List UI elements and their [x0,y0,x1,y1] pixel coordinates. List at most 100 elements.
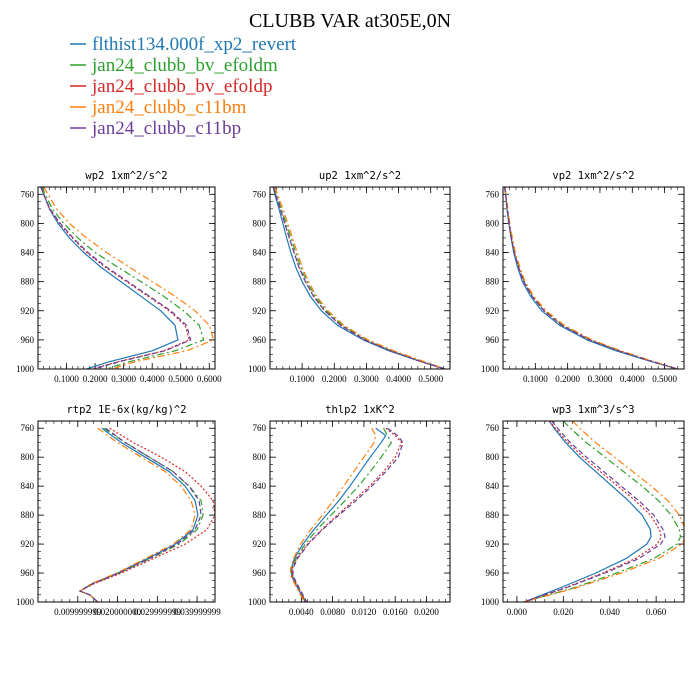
x-tick-label: 0.0120 [352,607,377,617]
x-tick-label: 0.3000 [588,374,613,384]
series-line [43,187,215,369]
series-group [272,187,446,369]
y-tick-label: 760 [486,423,500,433]
x-tick-label: 0.0080 [320,607,345,617]
panel-title: wp2 1xm^2/s^2 [85,170,167,182]
y-tick-label: 760 [21,423,35,433]
series-line [79,427,202,602]
x-tick-label: 0.3000 [354,374,379,384]
panel-3: vp2 1xm^2/s^2 0.1000 0.2000 0.3000 0.4000 0.5… [481,170,685,384]
y-tick-label: 880 [486,510,500,520]
x-tick-label: 0.3000 [111,374,136,384]
x-tick-label: 0.6000 [197,374,222,384]
x-tick-label: 0.0040 [289,607,314,617]
plot-frame [502,420,685,603]
y-tick-label: 760 [253,423,267,433]
x-tick-label: 0.060 [646,607,667,617]
series-group [523,421,684,602]
panel-title: rtp2 1E-6x(kg/kg)^2 [66,404,186,416]
y-tick-label: 960 [486,335,500,345]
series-line [504,187,678,369]
y-tick-label: 880 [486,277,500,287]
series-line [291,427,392,602]
y-tick-label: 920 [21,306,35,316]
y-tick-label: 760 [21,189,35,199]
panel-title: wp3 1xm^3/s^3 [552,404,634,416]
panel-title: vp2 1xm^2/s^2 [552,170,634,182]
series-line [273,187,446,369]
y-tick-label: 1000 [248,364,267,374]
panel-5: thlp2 1xK^2 0.0040 0.0080 0.0120 0.0160 0.020… [248,404,451,617]
y-tick-label: 920 [486,306,500,316]
y-tick-label: 920 [486,539,500,549]
plot-frame [37,186,216,370]
x-tick-label: 0.5000 [418,374,443,384]
x-tick-label: 0.009999999 [54,607,102,617]
y-tick-label: 960 [21,568,35,578]
figure-title: CLUBB VAR at305E,0N [249,10,451,32]
series-line [272,187,446,369]
y-tick-label: 960 [486,568,500,578]
legend-label: jan24_clubb_bv_efoldp [91,76,272,97]
y-tick-label: 840 [21,481,35,491]
series-group [40,187,215,369]
y-tick-label: 800 [486,218,500,228]
x-tick-label: 0.1000 [290,374,315,384]
x-tick-label: 0.5000 [168,374,193,384]
y-tick-label: 920 [253,306,267,316]
x-tick-label: 0.2000 [555,374,580,384]
x-tick-label: 0.0160 [383,607,408,617]
panel-2: up2 1xm^2/s^2 0.1000 0.2000 0.3000 0.4000 0.5… [248,170,451,384]
x-tick-label: 0.020000000 [94,607,142,617]
y-tick-label: 840 [486,248,500,258]
series-line [290,427,387,602]
y-tick-label: 800 [21,452,35,462]
x-tick-label: 0.4000 [140,374,165,384]
x-tick-label: 0.020 [553,607,574,617]
x-tick-label: 0.4000 [620,374,645,384]
y-tick-label: 1000 [16,597,35,607]
series-group [504,187,678,369]
series-line [523,421,662,602]
series-line [272,187,446,369]
y-tick-label: 800 [253,218,267,228]
series-line [291,427,403,602]
y-tick-label: 880 [21,510,35,520]
x-tick-label: 0.2000 [83,374,108,384]
y-tick-label: 760 [486,189,500,199]
series-line [523,421,684,602]
plot-frame [37,420,216,603]
y-tick-label: 880 [253,510,267,520]
series-line [292,427,404,602]
panel-4: rtp2 1E-6x(kg/kg)^2 0.0099999990.02000000… [16,404,221,617]
series-line [523,421,682,602]
series-line [79,427,196,602]
series-line [41,187,205,369]
x-tick-label: 0.4000 [386,374,411,384]
y-tick-label: 960 [253,335,267,345]
x-tick-label: 0.5000 [652,374,677,384]
y-tick-label: 1000 [481,364,500,374]
series-group [79,427,215,602]
y-tick-label: 840 [253,481,267,491]
x-tick-label: 0.000 [507,607,528,617]
legend-label: jan24_clubb_bv_efoldm [91,55,278,76]
y-tick-label: 800 [21,218,35,228]
series-line [504,187,678,369]
legend-label: jan24_clubb_c11bp [91,118,241,139]
panel-title: up2 1xm^2/s^2 [319,170,401,182]
y-tick-label: 840 [486,481,500,491]
series-line [523,421,666,602]
panel-6: wp3 1xm^3/s^3 0.000 0.020 0.040 0.060 760 800 8… [481,404,685,617]
x-tick-label: 0.040 [600,607,621,617]
y-tick-label: 1000 [248,597,267,607]
legend: flthist134.000f_xp2_revertjan24_clubb_bv… [70,34,297,139]
series-line [79,427,199,602]
legend-label: flthist134.000f_xp2_revert [92,34,297,55]
y-tick-label: 920 [253,539,267,549]
x-tick-label: 0.2000 [322,374,347,384]
legend-label: jan24_clubb_c11bm [91,97,247,118]
y-tick-label: 1000 [481,597,500,607]
y-tick-label: 880 [21,277,35,287]
